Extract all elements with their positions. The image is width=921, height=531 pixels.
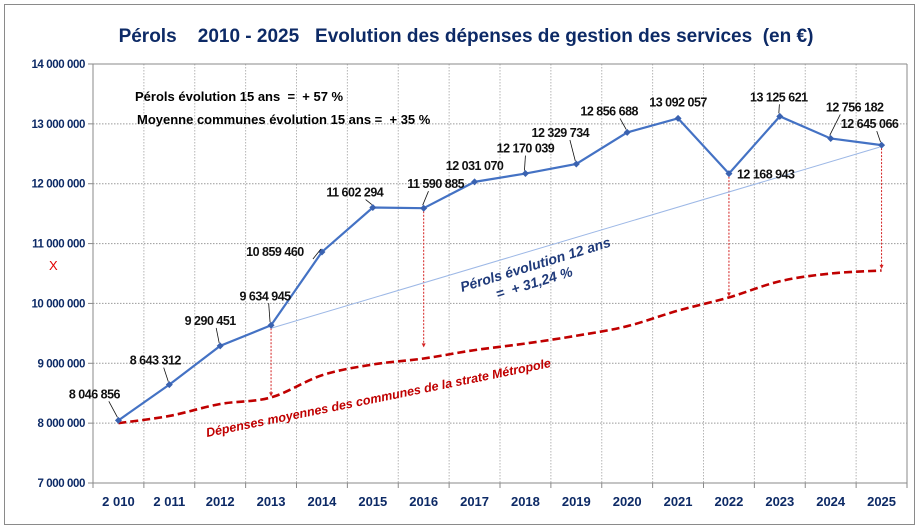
x-tick-label: 2019 (562, 494, 591, 509)
x-tick-label: 2023 (765, 494, 794, 509)
y-tick-label: 11 000 000 (32, 239, 85, 251)
perols-marker (572, 160, 580, 168)
communes-average-line (118, 269, 882, 425)
y-axis-ticks: 7 000 000 8 000 000 9 000 000 10 000 000 11 … (31, 59, 85, 490)
perols-marker (420, 204, 428, 212)
perols-marker (216, 342, 224, 350)
perols-marker (878, 141, 886, 149)
y-tick-label: 12 000 000 (31, 179, 85, 191)
perols-marker (827, 134, 835, 142)
data-label: 10 859 460 (246, 245, 304, 259)
x-tick-label: 2021 (664, 494, 693, 509)
x-tick-label: 2025 (867, 494, 896, 509)
perols-marker (369, 204, 377, 212)
data-label: 12 756 182 (826, 100, 884, 114)
data-label-leader (268, 303, 271, 323)
data-label-leader (163, 367, 169, 382)
x-tick-label: 2018 (511, 494, 540, 509)
data-label: 9 290 451 (185, 314, 237, 328)
data-label-leader (108, 401, 118, 418)
perols-marker (725, 170, 733, 178)
data-label: 8 046 856 (69, 387, 121, 401)
trend-annotation: Pérols évolution 12 ans = + 31,24 % (458, 234, 612, 302)
x-tick-label: 2012 (206, 494, 235, 509)
series-communes-average (118, 269, 882, 425)
data-label-leader (215, 327, 220, 343)
data-label: 12 645 066 (841, 117, 899, 131)
gridlines (93, 64, 907, 483)
stray-x-mark: X (49, 258, 58, 273)
data-label: 11 590 885 (407, 177, 464, 191)
trend-line (270, 146, 880, 329)
perols-line (117, 115, 882, 422)
drop-line-arrowhead (726, 292, 731, 297)
data-label: 13 092 057 (649, 95, 707, 109)
perols-marker (521, 170, 529, 178)
data-label: 13 125 621 (750, 90, 808, 104)
data-label: 12 031 070 (446, 159, 504, 173)
series-perols (114, 112, 886, 424)
data-label-leader (422, 191, 429, 206)
y-tick-label: 10 000 000 (31, 298, 85, 310)
data-label: 12 856 688 (580, 104, 638, 118)
data-label-leader (829, 114, 841, 136)
drop-lines (269, 148, 884, 397)
perols-marker (165, 381, 173, 389)
data-label: 12 170 039 (497, 142, 555, 156)
perols-marker (674, 114, 682, 122)
chart-frame (4, 4, 915, 525)
drop-line-arrowhead (421, 343, 426, 348)
data-label-leader (619, 118, 627, 130)
y-tick-label: 13 000 000 (31, 119, 85, 131)
perols-marker (114, 416, 122, 424)
data-label: 12 329 734 (532, 126, 590, 140)
y-tick-label: 7 000 000 (37, 478, 85, 490)
perols-marker (471, 178, 479, 186)
data-label: 12 168 943 (737, 168, 795, 182)
drop-line-arrowhead (879, 264, 884, 269)
data-label-leader (312, 248, 322, 260)
axes (88, 63, 908, 488)
data-label: 8 643 312 (130, 354, 182, 368)
x-tick-label: 2017 (460, 494, 489, 509)
drop-line-arrowhead (269, 392, 274, 397)
y-tick-label: 14 000 000 (31, 59, 85, 71)
x-tick-label: 2013 (257, 494, 286, 509)
x-tick-label: 2020 (613, 494, 642, 509)
data-label-leader (569, 139, 576, 162)
perols-marker (623, 128, 631, 136)
x-tick-label: 2015 (358, 494, 387, 509)
y-tick-label: 8 000 000 (37, 418, 85, 430)
x-tick-label: 2024 (816, 494, 846, 509)
x-tick-label: 2 010 (102, 494, 135, 509)
x-tick-label: 2022 (714, 494, 743, 509)
y-tick-label: 9 000 000 (37, 358, 85, 370)
perols-marker (776, 112, 784, 120)
data-label-leader (365, 199, 373, 205)
x-axis-ticks: 2 010 2 011 2012 2013 2014 2015 2016 2017 2018 20… (102, 494, 896, 509)
perols-marker (267, 321, 275, 329)
chart-title: Pérols 2010 - 2025 Evolution des dépense… (119, 26, 814, 47)
series-trend (270, 146, 880, 329)
data-label-leader (778, 104, 780, 114)
data-label-leader (876, 130, 881, 143)
annotation-perols-15-ans: Pérols évolution 15 ans = + 57 % (135, 89, 344, 104)
data-label: 11 602 294 (326, 186, 383, 200)
data-label: 9 634 945 (240, 289, 292, 303)
x-tick-label: 2016 (409, 494, 438, 509)
annotation-communes-15-ans: Moyenne communes évolution 15 ans = + 35… (137, 112, 431, 127)
data-label-leader (524, 155, 526, 171)
x-tick-label: 2014 (307, 494, 337, 509)
x-tick-label: 2 011 (153, 494, 185, 509)
